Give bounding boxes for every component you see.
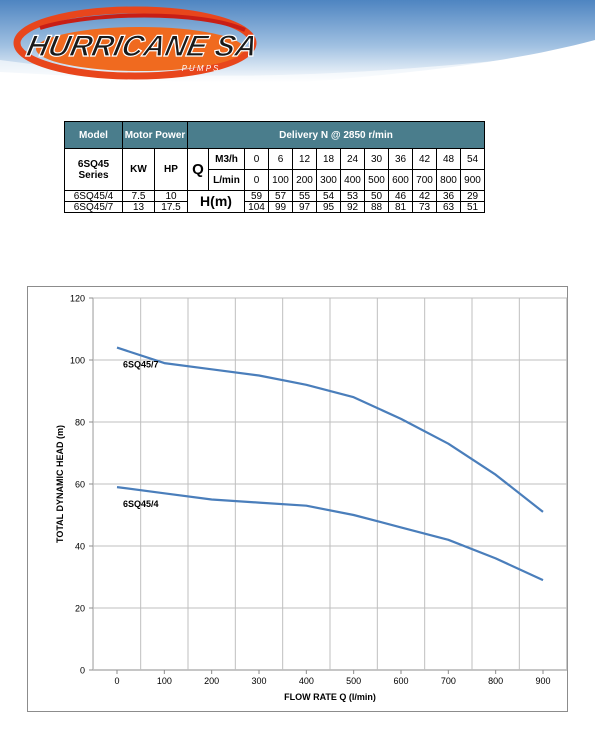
head-cell: 73	[412, 201, 437, 213]
head-cell: 36	[436, 190, 461, 202]
lmin-cell: 400	[340, 169, 365, 191]
head-cell: 97	[292, 201, 317, 213]
row-hp: 10	[154, 190, 188, 202]
x-tick-label: 900	[535, 676, 550, 686]
y-tick-label: 40	[75, 542, 85, 552]
lmin-cell: 800	[436, 169, 461, 191]
head-cell: 54	[316, 190, 341, 202]
series-line	[116, 346, 544, 513]
head-cell: 81	[388, 201, 413, 213]
lmin-cell: 900	[460, 169, 485, 191]
m3h-cell: 12	[292, 148, 317, 170]
x-tick-label: 500	[346, 676, 361, 686]
brand-name: HURRICANE SA	[24, 30, 261, 63]
header-delivery: Delivery N @ 2850 r/min	[187, 121, 485, 149]
y-tick-label: 20	[75, 604, 85, 614]
lmin-cell: 700	[412, 169, 437, 191]
m3h-cell: 0	[244, 148, 269, 170]
m3h-cell: 48	[436, 148, 461, 170]
head-cell: 57	[268, 190, 293, 202]
x-tick-label: 400	[299, 676, 314, 686]
y-axis-title: TOTAL DYNAMIC HEAD (m)	[55, 425, 65, 543]
m3h-cell: 6	[268, 148, 293, 170]
x-tick-label: 100	[157, 676, 172, 686]
head-cell: 59	[244, 190, 269, 202]
m3h-cell: 30	[364, 148, 389, 170]
y-tick-label: 80	[75, 418, 85, 428]
hurricane-logo	[13, 6, 257, 80]
lmin-cell: 500	[364, 169, 389, 191]
m3h-cell: 18	[316, 148, 341, 170]
lmin-cell: 300	[316, 169, 341, 191]
brand-tagline: P U M P S	[182, 64, 219, 73]
spec-table: Model Motor Power Delivery N @ 2850 r/mi…	[64, 121, 485, 213]
head-cell: 88	[364, 201, 389, 213]
lmin-cell: 200	[292, 169, 317, 191]
head-cell: 104	[244, 201, 269, 213]
y-tick-label: 100	[70, 356, 85, 366]
head-cell: 95	[316, 201, 341, 213]
row-kw: 7.5	[122, 190, 155, 202]
lmin-label: L/min	[208, 169, 245, 191]
header-model: Model	[64, 121, 123, 149]
header-motor-power: Motor Power	[122, 121, 188, 149]
y-tick-label: 60	[75, 480, 85, 490]
series-label: 6SQ45/7	[123, 360, 159, 370]
m3h-cell: 36	[388, 148, 413, 170]
head-cell: 50	[364, 190, 389, 202]
row-model: 6SQ45/7	[64, 201, 123, 213]
kw-label: KW	[122, 148, 155, 191]
series-line	[116, 486, 544, 582]
head-cell: 55	[292, 190, 317, 202]
y-tick-label: 0	[80, 666, 85, 676]
q-label: Q	[187, 148, 209, 191]
head-cell: 29	[460, 190, 485, 202]
hp-label: HP	[154, 148, 188, 191]
brand-banner: HURRICANE SA P U M P S	[0, 0, 595, 88]
m3h-cell: 42	[412, 148, 437, 170]
y-tick-label: 120	[70, 294, 85, 304]
row-kw: 13	[122, 201, 155, 213]
series-label: 6SQ45/4	[123, 499, 159, 509]
x-tick-label: 800	[488, 676, 503, 686]
row-hp: 17.5	[154, 201, 188, 213]
table-row: 6SQ45/4 7.5 10 H(m) 59 57 55 54 53 50 46…	[64, 190, 485, 213]
table-row: 6SQ45/7 13 17.5 104 99 97 95 92 88 81 73…	[64, 201, 485, 213]
head-cell: 51	[460, 201, 485, 213]
head-cell: 46	[388, 190, 413, 202]
x-tick-label: 700	[441, 676, 456, 686]
m3h-cell: 24	[340, 148, 365, 170]
lmin-cell: 100	[268, 169, 293, 191]
row-model: 6SQ45/4	[64, 190, 123, 202]
head-cell: 53	[340, 190, 365, 202]
m3h-label: M3/h	[208, 148, 245, 170]
x-axis-title: FLOW RATE Q (l/min)	[284, 692, 376, 702]
head-cell: 42	[412, 190, 437, 202]
series-label: 6SQ45 Series	[64, 148, 123, 191]
h-label: H(m)	[187, 190, 245, 213]
head-cell: 99	[268, 201, 293, 213]
head-cell: 92	[340, 201, 365, 213]
x-tick-label: 300	[251, 676, 266, 686]
x-tick-label: 200	[204, 676, 219, 686]
lmin-cell: 0	[244, 169, 269, 191]
x-tick-label: 600	[393, 676, 408, 686]
pump-curve-chart: 0 20 40 60 80 100 120 0 100 200 300 400 500 600 700 800…	[55, 294, 568, 702]
m3h-cell: 54	[460, 148, 485, 170]
x-tick-label: 0	[114, 676, 119, 686]
lmin-cell: 600	[388, 169, 413, 191]
head-cell: 63	[436, 201, 461, 213]
